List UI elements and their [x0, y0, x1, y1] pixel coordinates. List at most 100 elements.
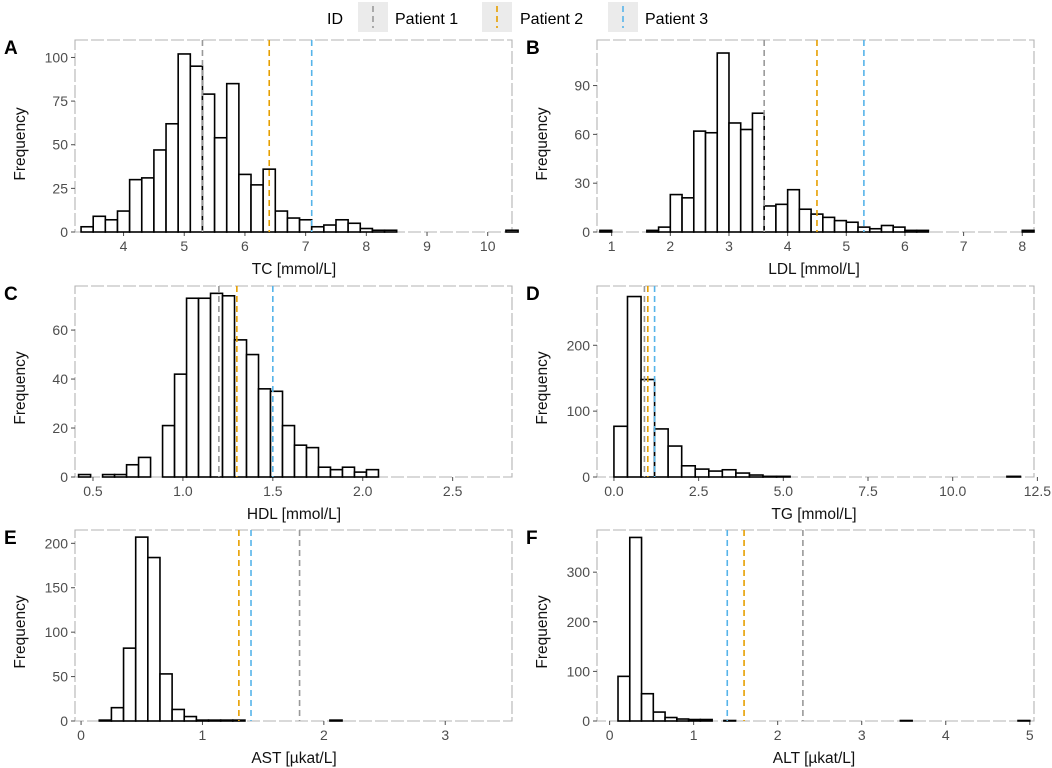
- x-tick-label: 0.5: [83, 483, 103, 499]
- x-tick-label: 2: [774, 727, 782, 743]
- histogram-bar: [113, 473, 128, 478]
- histogram-bar: [599, 229, 613, 233]
- panel-d: D TG [mmol/L] Frequency 0.0 2.5 5.0 7.5 10.0…: [526, 284, 1051, 523]
- x-tick-label: 1.5: [263, 483, 283, 499]
- histogram-bar: [209, 292, 224, 478]
- x-axis-title: LDL [mmol/L]: [768, 261, 860, 278]
- x-tick-label: 5.0: [774, 483, 794, 499]
- y-axis-title: Frequency: [12, 351, 29, 424]
- x-tick-label: 6: [901, 238, 909, 254]
- histogram-bar: [680, 465, 697, 478]
- x-tick-label: 8: [1018, 238, 1026, 254]
- x-tick-label: 5: [1026, 727, 1034, 743]
- y-tick-label: 150: [45, 580, 69, 596]
- legend-label-patient-2: Patient 2: [520, 11, 583, 28]
- histogram-bar: [219, 719, 234, 722]
- y-tick-label: 30: [574, 175, 590, 191]
- histogram-bar: [676, 718, 690, 722]
- histogram-bar: [159, 673, 173, 722]
- histogram-bar: [652, 711, 666, 722]
- histogram-bar: [293, 444, 308, 478]
- y-tick-label: 0: [60, 469, 68, 485]
- histogram-bar: [80, 225, 95, 233]
- histogram-bar: [134, 536, 149, 722]
- panel-c: C HDL [mmol/L] Frequency 0.5 1.0 1.5 2.0 2.5…: [4, 284, 513, 523]
- x-tick-label: 6: [241, 238, 249, 254]
- histogram-bar: [92, 215, 107, 233]
- y-tick-label: 100: [45, 49, 69, 65]
- histogram-bar: [128, 178, 143, 233]
- x-tick-label: 5: [842, 238, 850, 254]
- x-tick-label: 3: [725, 238, 733, 254]
- histogram-bar: [833, 219, 848, 233]
- histogram-bar: [329, 719, 343, 722]
- histogram-bar: [269, 390, 284, 478]
- legend: ID Patient 1 Patient 2 Patient 3: [327, 2, 708, 32]
- panel-e: E AST [µkat/L] Frequency 0 1 2 3 0 50 100 150 20…: [4, 528, 513, 767]
- y-tick-label: 60: [574, 126, 590, 142]
- y-tick-label: 90: [574, 78, 590, 94]
- histogram-bar: [664, 716, 678, 722]
- histogram-bar: [329, 468, 344, 478]
- legend-title: ID: [327, 11, 343, 28]
- x-tick-label: 0: [606, 727, 614, 743]
- y-tick-label: 0: [60, 224, 68, 240]
- histogram-bar: [250, 184, 264, 233]
- x-axis-title: HDL [mmol/L]: [247, 506, 341, 523]
- y-tick-label: 100: [567, 663, 591, 679]
- histogram-bar: [613, 425, 629, 478]
- histogram-bar: [646, 229, 660, 233]
- histogram-bar: [310, 225, 325, 233]
- histogram-bar: [735, 472, 751, 478]
- x-axis-title: ALT [µkat/L]: [773, 750, 855, 767]
- legend-label-patient-1: Patient 1: [395, 11, 458, 28]
- histogram-bar: [640, 692, 655, 722]
- x-tick-label: 1: [690, 727, 698, 743]
- histogram-bar: [365, 468, 380, 478]
- histogram-bar: [707, 470, 724, 478]
- histogram-bar: [694, 468, 710, 478]
- histogram-bar: [153, 149, 167, 233]
- panel-frame: [596, 285, 1035, 478]
- panel-b: B LDL [mmol/L] Frequency 1 2 3 4 5 6 7 8 0 30 60 90: [526, 38, 1035, 278]
- histogram-bar: [721, 468, 737, 478]
- histogram-bar: [892, 226, 906, 233]
- histogram-bar: [213, 136, 228, 233]
- histogram-bar: [161, 424, 176, 478]
- panel-f: F ALT [µkat/L] Frequency 0 1 2 3 4 5 0 100 200 30…: [526, 528, 1035, 767]
- panel-letter: D: [526, 284, 540, 305]
- panel-frame: [596, 529, 1035, 722]
- x-tick-label: 1.0: [173, 483, 193, 499]
- histogram-bar: [667, 445, 683, 478]
- panel-letter: F: [526, 528, 538, 549]
- x-tick-label: 10.0: [939, 483, 966, 499]
- panel-letter: E: [4, 528, 17, 549]
- x-tick-label: 1: [199, 727, 207, 743]
- y-axis-title: Frequency: [12, 595, 29, 668]
- y-axis-title: Frequency: [534, 107, 551, 180]
- x-axis-title: TC [mmol/L]: [252, 261, 336, 278]
- histogram-bar: [173, 373, 188, 478]
- y-tick-label: 40: [52, 371, 68, 387]
- histogram-bar: [281, 424, 296, 478]
- y-tick-label: 0: [582, 713, 590, 729]
- histogram-bar: [617, 675, 631, 722]
- histogram-bar: [699, 718, 713, 722]
- panel-letter: B: [526, 38, 540, 59]
- histogram-bar: [171, 708, 186, 722]
- histogram-bar: [669, 193, 683, 233]
- histogram-bar: [751, 112, 765, 233]
- x-axis-title: AST [µkat/L]: [251, 750, 336, 767]
- histogram-bar: [286, 217, 301, 233]
- histogram-bar: [305, 446, 320, 478]
- y-axis-title: Frequency: [534, 595, 551, 668]
- x-tick-label: 9: [423, 238, 431, 254]
- histogram-bar: [383, 229, 398, 233]
- y-tick-label: 100: [567, 403, 591, 419]
- histogram-bar: [197, 297, 212, 478]
- y-axis-title: Frequency: [12, 107, 29, 180]
- histogram-bar: [257, 388, 272, 478]
- y-tick-label: 0: [60, 713, 68, 729]
- histogram-bar: [880, 224, 895, 233]
